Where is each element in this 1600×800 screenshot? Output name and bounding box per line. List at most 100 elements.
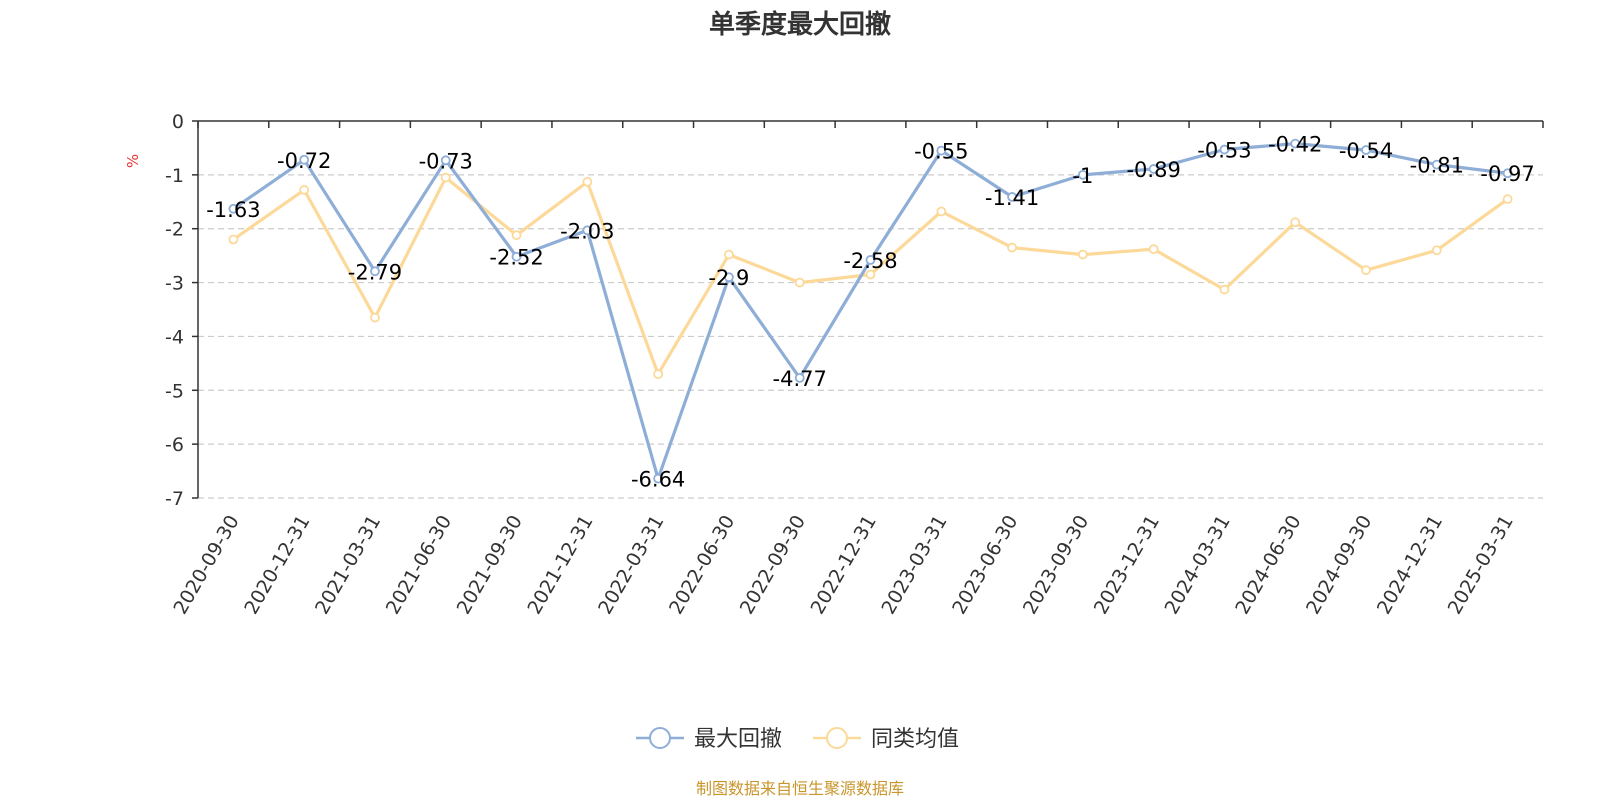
data-label: -0.97 — [1480, 162, 1534, 186]
data-label: -2.9 — [708, 266, 749, 290]
data-point — [1431, 159, 1442, 170]
y-tick-label: 0 — [172, 111, 184, 133]
data-point — [653, 369, 664, 380]
data-point — [370, 266, 380, 277]
data-label: -2.03 — [560, 219, 614, 243]
y-tick-label: -6 — [165, 434, 184, 456]
data-label: -2.79 — [348, 260, 402, 284]
x-tick-label: 2024-03-31 — [1161, 512, 1235, 619]
data-label: -2.52 — [489, 246, 543, 270]
x-tick-label: 2022-09-30 — [736, 512, 810, 619]
source-note: 制图数据来自恒生聚源数据库 — [696, 779, 904, 798]
y-tick-label: -2 — [165, 219, 184, 241]
data-label: -1.41 — [985, 186, 1039, 210]
x-tick-label: 2025-03-31 — [1444, 512, 1518, 619]
data-point — [1219, 284, 1230, 295]
data-label: -0.42 — [1268, 133, 1322, 157]
x-tick-label: 2024-06-30 — [1231, 512, 1305, 619]
data-point — [440, 155, 451, 166]
legend-marker — [649, 727, 671, 749]
data-label: -0.81 — [1410, 154, 1464, 178]
data-label: -4.77 — [773, 367, 827, 391]
data-point — [582, 176, 593, 187]
data-label: -6.64 — [631, 468, 685, 492]
y-tick-label: -1 — [165, 165, 184, 187]
data-label: -1.63 — [206, 198, 260, 222]
legend-label: 同类均值 — [871, 727, 959, 752]
chart-title: 单季度最大回撤 — [709, 9, 891, 40]
y-tick-label: -5 — [165, 380, 184, 402]
legend-marker — [826, 727, 848, 749]
data-point — [1431, 245, 1442, 256]
legend[interactable]: 最大回撤 同类均值 — [636, 727, 959, 752]
x-tick-label: 2024-12-31 — [1373, 512, 1447, 619]
data-point — [865, 269, 876, 280]
legend-item-1[interactable]: 同类均值 — [813, 727, 959, 752]
x-tick-label: 2021-06-30 — [382, 512, 456, 619]
data-point — [299, 154, 310, 165]
data-label: -0.54 — [1339, 139, 1393, 163]
legend-item-0[interactable]: 最大回撤 — [636, 727, 782, 752]
y-tick-label: -3 — [165, 273, 184, 295]
series-line-0 — [232, 142, 1508, 481]
data-label: -0.73 — [419, 149, 473, 173]
x-tick-label: 2021-09-30 — [453, 512, 527, 619]
legend-label: 最大回撤 — [694, 727, 782, 752]
x-tick-label: 2020-09-30 — [169, 512, 243, 619]
x-tick-label: 2020-12-31 — [240, 512, 314, 619]
series — [228, 138, 1513, 484]
data-point — [1077, 249, 1088, 260]
data-point — [936, 206, 947, 217]
data-label: -0.53 — [1197, 139, 1251, 163]
data-point — [936, 145, 947, 156]
y-axis-unit: % — [124, 154, 142, 168]
data-point — [1361, 265, 1371, 276]
x-tick-label: 2021-12-31 — [523, 512, 597, 619]
data-point — [1007, 242, 1017, 253]
data-point — [794, 277, 805, 288]
data-point — [1148, 164, 1159, 174]
data-point — [1290, 138, 1301, 149]
data-label: -1 — [1072, 164, 1093, 188]
y-tick-label: -4 — [165, 326, 184, 348]
x-tick-label: 2022-06-30 — [665, 512, 739, 619]
data-point — [724, 249, 734, 260]
data-point — [440, 172, 451, 183]
data-label: -0.55 — [914, 140, 968, 164]
data-point — [1219, 144, 1230, 155]
data-point — [1290, 217, 1301, 228]
axes: 0-1-2-3-4-5-6-72020-09-302020-12-312021-… — [165, 111, 1544, 619]
y-tick-label: -7 — [165, 488, 184, 510]
data-point — [228, 203, 239, 214]
data-point — [1502, 168, 1513, 179]
data-point — [1007, 192, 1017, 202]
data-point — [1148, 244, 1159, 255]
x-tick-label: 2023-06-30 — [948, 511, 1022, 618]
data-labels: -1.63 -0.72 -2.79 -0.73 -2.52 -2.03 -6.64 -2.9 -… — [206, 133, 1535, 492]
data-label: -0.72 — [277, 149, 331, 173]
data-point — [582, 225, 593, 236]
data-point — [370, 312, 380, 323]
data-point — [653, 473, 664, 484]
data-label: -2.58 — [843, 249, 897, 273]
data-point — [228, 234, 239, 245]
grid-lines — [198, 174, 1543, 499]
data-label: -0.89 — [1126, 158, 1180, 182]
x-tick-label: 2023-09-30 — [1019, 512, 1093, 619]
data-point — [299, 185, 310, 195]
data-point — [511, 230, 522, 241]
x-tick-label: 2022-12-31 — [807, 512, 881, 619]
data-point — [1502, 194, 1513, 204]
x-tick-label: 2023-12-31 — [1090, 512, 1164, 619]
data-point — [865, 255, 876, 265]
x-tick-label: 2023-03-31 — [877, 512, 951, 619]
data-point — [724, 272, 734, 283]
data-point — [511, 251, 522, 262]
x-tick-label: 2022-03-31 — [594, 512, 668, 619]
x-tick-label: 2024-09-30 — [1302, 512, 1376, 619]
data-point — [1361, 145, 1371, 155]
data-point — [1077, 169, 1088, 180]
data-point — [794, 372, 805, 383]
x-tick-label: 2021-03-31 — [311, 512, 385, 619]
